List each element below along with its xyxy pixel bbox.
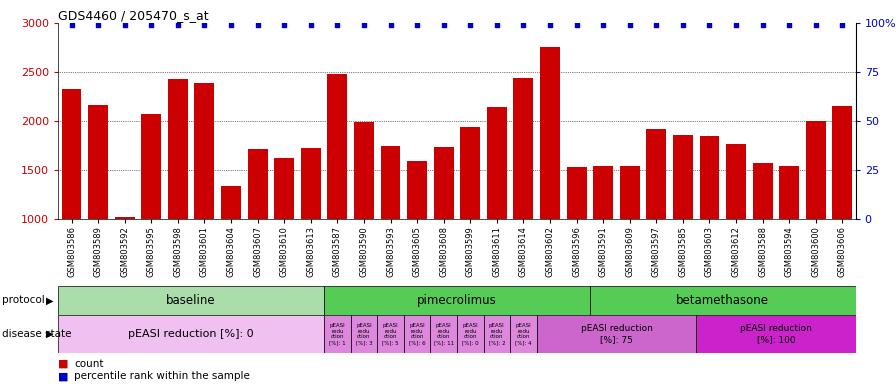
Bar <box>434 147 453 317</box>
Text: disease state: disease state <box>2 329 72 339</box>
Bar <box>381 146 401 317</box>
Point <box>808 22 823 28</box>
Text: baseline: baseline <box>167 294 216 307</box>
Bar <box>484 315 510 353</box>
Text: pEASI
redu
ction
[%]: 0: pEASI redu ction [%]: 0 <box>462 323 478 345</box>
Point <box>91 22 106 28</box>
Bar <box>324 315 350 353</box>
Bar <box>696 315 856 353</box>
Point <box>596 22 610 28</box>
Text: pEASI
redu
ction
[%]: 5: pEASI redu ction [%]: 5 <box>383 323 399 345</box>
Text: protocol: protocol <box>2 295 45 306</box>
Bar <box>88 105 108 317</box>
Bar <box>350 315 377 353</box>
Bar <box>753 163 772 317</box>
Bar <box>566 167 587 317</box>
Bar <box>780 166 799 317</box>
Bar <box>407 161 427 317</box>
Text: count: count <box>74 359 104 369</box>
Text: GDS4460 / 205470_s_at: GDS4460 / 205470_s_at <box>58 9 209 22</box>
Text: pEASI
redu
ction
[%]: 2: pEASI redu ction [%]: 2 <box>488 323 505 345</box>
Bar <box>513 78 533 317</box>
Point <box>197 22 211 28</box>
Point <box>224 22 238 28</box>
Point <box>65 22 79 28</box>
Text: pEASI reduction [%]: 0: pEASI reduction [%]: 0 <box>128 329 254 339</box>
Point <box>649 22 663 28</box>
Bar <box>247 149 268 317</box>
Text: ▶: ▶ <box>47 295 54 306</box>
Bar <box>301 148 321 317</box>
Bar <box>700 136 719 317</box>
Point <box>569 22 583 28</box>
Point <box>676 22 690 28</box>
Bar <box>404 315 430 353</box>
Point <box>170 22 185 28</box>
Text: ■: ■ <box>58 371 69 381</box>
Text: pEASI
redu
ction
[%]: 1: pEASI redu ction [%]: 1 <box>329 323 346 345</box>
Bar <box>324 286 590 315</box>
Bar <box>274 158 294 317</box>
Bar <box>168 79 188 317</box>
Point <box>250 22 264 28</box>
Text: pEASI reduction
[%]: 100: pEASI reduction [%]: 100 <box>740 324 812 344</box>
Bar <box>142 114 161 317</box>
Bar <box>221 185 241 317</box>
Bar <box>540 46 560 317</box>
Point <box>543 22 557 28</box>
Text: pEASI
redu
ction
[%]: 4: pEASI redu ction [%]: 4 <box>515 323 531 345</box>
Point <box>782 22 797 28</box>
Bar <box>487 107 507 317</box>
Bar <box>590 286 856 315</box>
Point <box>330 22 344 28</box>
Point <box>277 22 291 28</box>
Point <box>489 22 504 28</box>
Bar <box>62 89 82 317</box>
Text: ■: ■ <box>58 359 69 369</box>
Bar <box>430 315 457 353</box>
Bar <box>832 106 852 317</box>
Bar <box>457 315 484 353</box>
Point <box>409 22 424 28</box>
Point <box>516 22 530 28</box>
Bar <box>537 315 696 353</box>
Bar <box>194 83 214 317</box>
Point <box>835 22 849 28</box>
Text: ▶: ▶ <box>47 329 54 339</box>
Text: pimecrolimus: pimecrolimus <box>417 294 497 307</box>
Text: pEASI
redu
ction
[%]: 11: pEASI redu ction [%]: 11 <box>434 323 453 345</box>
Bar <box>58 286 324 315</box>
Point <box>702 22 717 28</box>
Bar <box>461 127 480 317</box>
Bar <box>115 217 134 317</box>
Bar <box>726 144 746 317</box>
Bar <box>354 122 374 317</box>
Point <box>117 22 132 28</box>
Point <box>383 22 398 28</box>
Text: pEASI reduction
[%]: 75: pEASI reduction [%]: 75 <box>581 324 652 344</box>
Point <box>357 22 371 28</box>
Bar <box>673 135 693 317</box>
Bar <box>377 315 404 353</box>
Bar <box>806 121 826 317</box>
Point <box>755 22 770 28</box>
Text: pEASI
redu
ction
[%]: 3: pEASI redu ction [%]: 3 <box>356 323 372 345</box>
Bar <box>620 166 640 317</box>
Text: betamethasone: betamethasone <box>676 294 770 307</box>
Point <box>436 22 451 28</box>
Bar <box>646 129 667 317</box>
Point <box>728 22 743 28</box>
Text: pEASI
redu
ction
[%]: 6: pEASI redu ction [%]: 6 <box>409 323 426 345</box>
Bar <box>593 166 613 317</box>
Point <box>144 22 159 28</box>
Text: percentile rank within the sample: percentile rank within the sample <box>74 371 250 381</box>
Point <box>304 22 318 28</box>
Bar <box>58 315 324 353</box>
Point <box>463 22 478 28</box>
Point <box>623 22 637 28</box>
Bar <box>510 315 537 353</box>
Bar <box>327 74 348 317</box>
